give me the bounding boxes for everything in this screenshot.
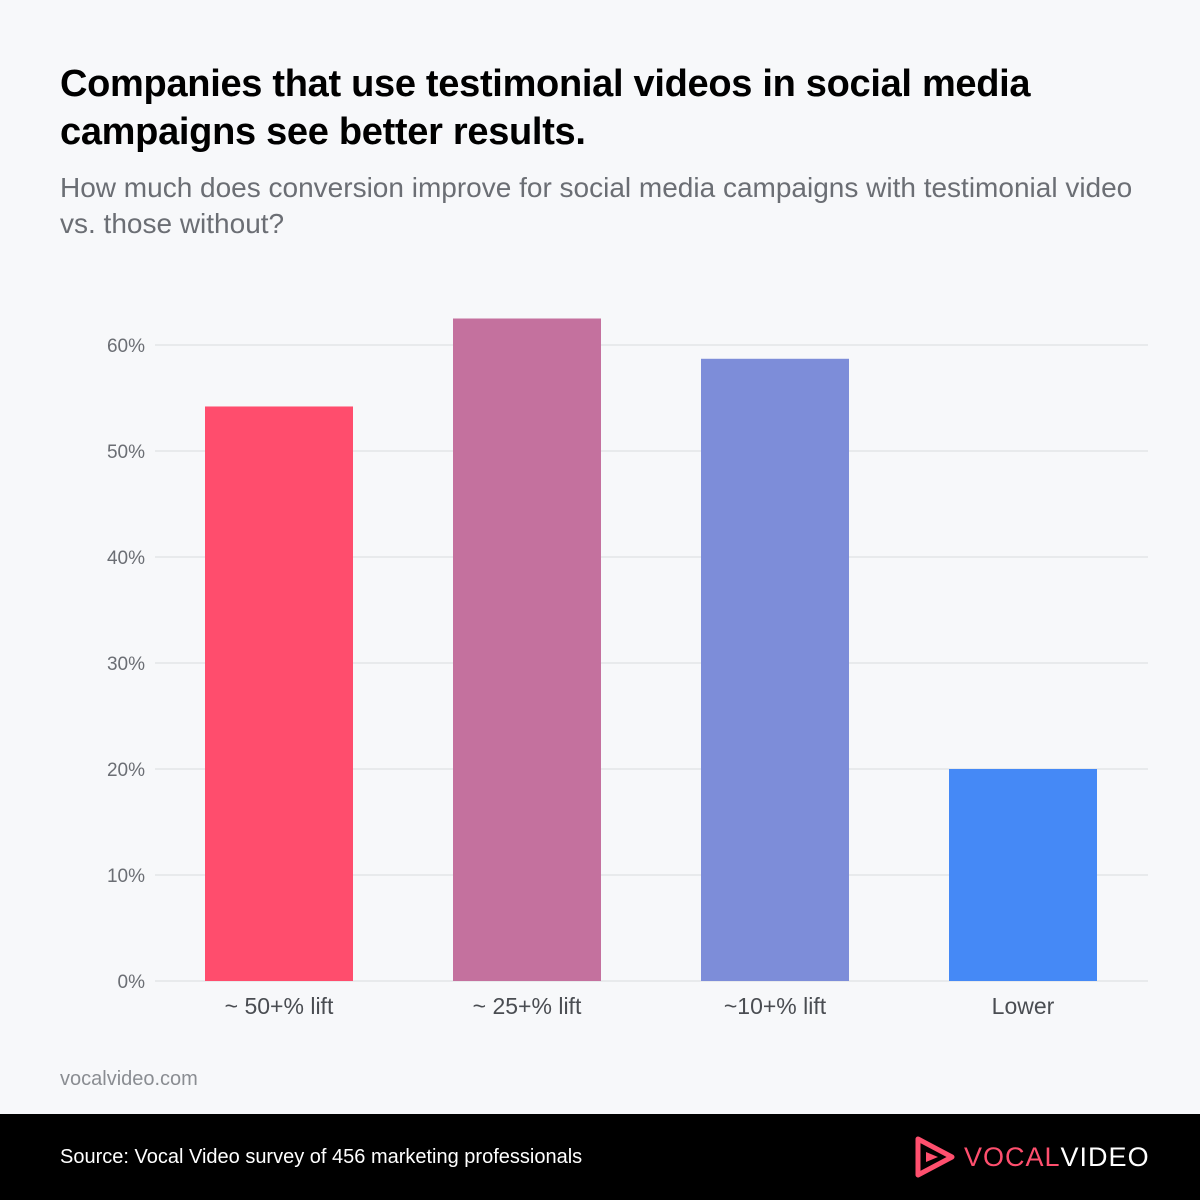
y-tick-label: 40% [107,548,145,569]
bar-chart: 0% 10% 20% 30% 40% 50% 60% ~ 50+% lift ~ 25+% l… [107,318,1148,1019]
x-axis-labels: ~ 50+% lift ~ 25+% lift ~10+% lift Lower [225,993,1055,1019]
bar [701,358,849,981]
bars [205,318,1097,982]
brand-logo: VOCAL VIDEO [912,1134,1150,1180]
y-tick-label: 10% [107,866,145,887]
footer-bar: Source: Vocal Video survey of 456 market… [0,1114,1200,1200]
bar [205,406,353,982]
y-axis-ticks: 0% 10% 20% 30% 40% 50% 60% [107,336,145,993]
brand-video-text: VIDEO [1060,1141,1150,1172]
bar [949,769,1097,981]
y-tick-label: 60% [107,336,145,357]
x-category-label: ~ 50+% lift [225,993,334,1019]
brand-vocal-text: VOCAL [964,1141,1061,1172]
x-category-label: ~10+% lift [724,993,827,1019]
y-tick-label: 50% [107,442,145,463]
y-tick-label: 0% [118,972,146,993]
y-tick-label: 30% [107,654,145,675]
source-note: Source: Vocal Video survey of 456 market… [60,1146,583,1168]
x-category-label: Lower [992,993,1055,1019]
x-category-label: ~ 25+% lift [473,993,582,1019]
chart-subtitle: How much does conversion improve for soc… [60,172,1133,239]
play-logo-icon [915,1136,955,1178]
chart-title: Companies that use testimonial videos in… [60,63,1031,153]
y-tick-label: 20% [107,760,145,781]
website-label: vocalvideo.com [60,1068,198,1090]
bar [453,318,601,981]
